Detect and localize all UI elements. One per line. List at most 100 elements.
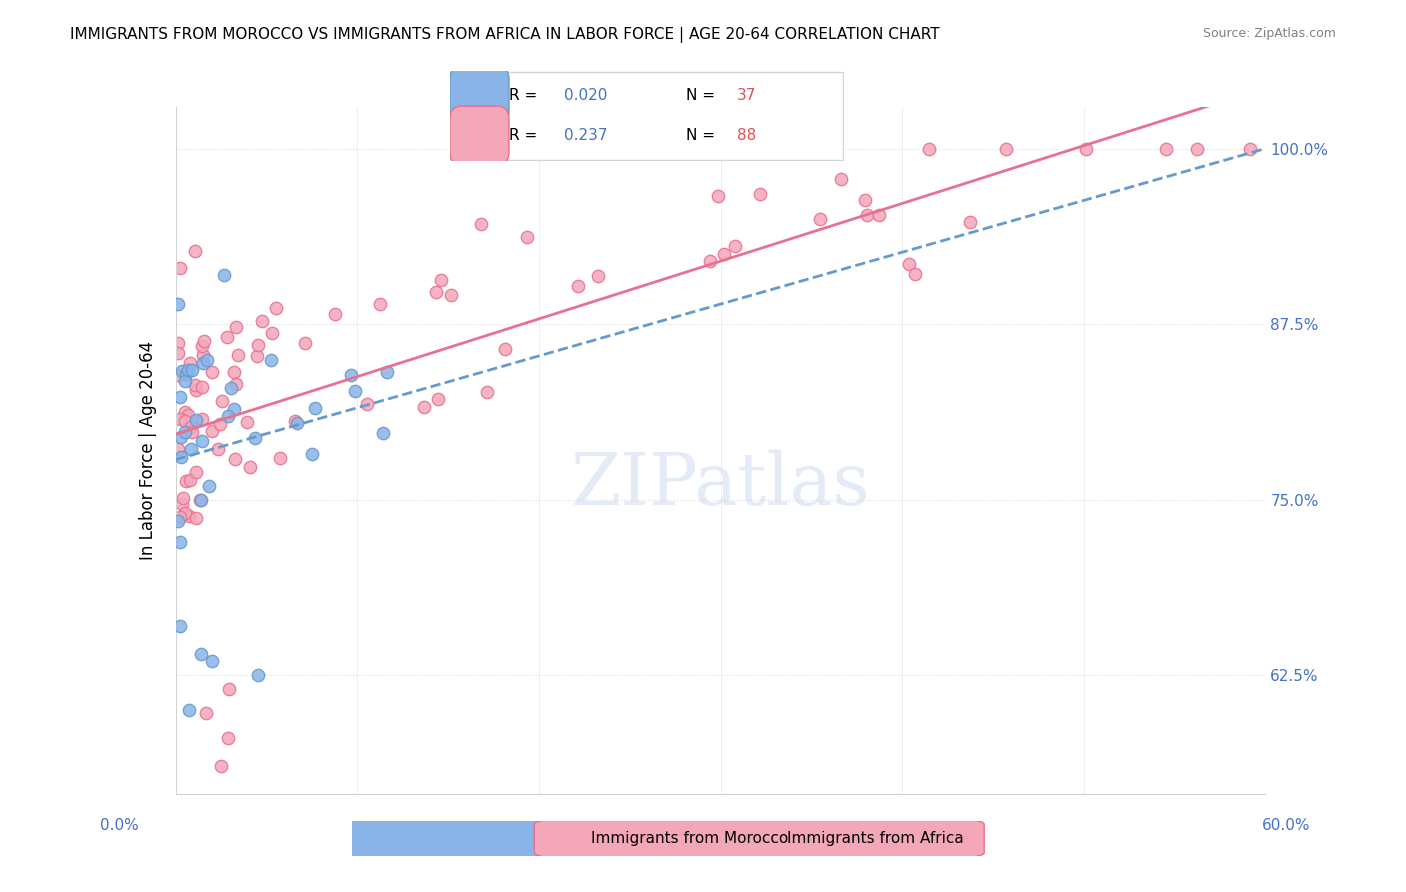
Point	[1154, 142, 1177, 156]
Point	[269, 451, 291, 466]
Point	[177, 408, 200, 422]
Point	[190, 380, 212, 394]
Point	[855, 194, 877, 208]
Point	[236, 416, 259, 430]
Point	[1239, 142, 1261, 156]
Point	[167, 368, 190, 382]
Point	[170, 430, 193, 444]
Point	[515, 230, 537, 244]
Point	[217, 409, 239, 423]
Point	[855, 208, 877, 222]
Point	[699, 254, 721, 268]
Point	[323, 306, 346, 320]
Point	[252, 314, 274, 328]
Point	[830, 172, 852, 186]
Point	[430, 273, 453, 287]
Point	[170, 450, 193, 464]
Point	[181, 425, 204, 440]
Point	[425, 285, 447, 299]
Point	[172, 363, 194, 377]
Point	[195, 353, 218, 368]
Point	[172, 491, 194, 506]
Point	[211, 393, 233, 408]
Text: Source: ZipAtlas.com: Source: ZipAtlas.com	[1202, 27, 1336, 40]
Point	[215, 330, 238, 344]
Point	[224, 451, 246, 466]
Point	[339, 368, 361, 382]
Point	[897, 257, 920, 271]
Text: Immigrants from Morocco: Immigrants from Morocco	[591, 831, 787, 846]
Point	[193, 334, 215, 348]
Text: N =: N =	[686, 88, 720, 103]
Point	[243, 431, 266, 445]
Text: 60.0%: 60.0%	[1263, 818, 1310, 832]
Point	[169, 390, 191, 404]
Point	[174, 474, 197, 488]
Point	[222, 401, 245, 416]
Point	[190, 492, 212, 507]
Text: N =: N =	[686, 128, 720, 143]
Point	[169, 534, 191, 549]
Point	[190, 492, 212, 507]
Point	[284, 414, 307, 428]
Point	[166, 345, 188, 359]
Point	[166, 442, 188, 457]
Point	[440, 288, 463, 302]
FancyBboxPatch shape	[450, 66, 509, 125]
Point	[190, 647, 212, 661]
Point	[194, 706, 217, 720]
Point	[222, 365, 245, 379]
FancyBboxPatch shape	[450, 106, 509, 165]
Point	[375, 365, 398, 379]
Point	[179, 509, 201, 524]
Point	[181, 363, 204, 377]
Point	[567, 279, 589, 293]
Point	[225, 320, 247, 334]
Point	[285, 416, 308, 430]
Point	[294, 335, 316, 350]
Point	[239, 459, 262, 474]
Point	[904, 267, 927, 281]
Point	[918, 142, 941, 156]
Text: R =: R =	[509, 88, 543, 103]
Point	[470, 217, 492, 231]
Text: R =: R =	[509, 128, 543, 143]
Text: 37: 37	[737, 88, 756, 103]
Point	[177, 703, 200, 717]
Point	[184, 511, 207, 525]
Point	[1185, 142, 1208, 156]
Text: Immigrants from Africa: Immigrants from Africa	[787, 831, 965, 846]
Point	[184, 413, 207, 427]
Point	[218, 681, 240, 696]
Point	[177, 363, 200, 377]
Point	[214, 268, 236, 283]
Text: 0.0%: 0.0%	[100, 818, 139, 832]
Point	[179, 356, 201, 370]
Point	[217, 731, 239, 745]
Point	[209, 759, 232, 773]
Point	[264, 301, 287, 315]
Point	[246, 337, 269, 351]
Point	[166, 297, 188, 311]
Point	[201, 365, 224, 379]
Point	[174, 374, 197, 388]
Point	[373, 425, 395, 440]
Point	[260, 352, 283, 367]
Text: 0.020: 0.020	[564, 88, 607, 103]
Text: ZIPatlas: ZIPatlas	[571, 450, 870, 520]
Point	[201, 654, 224, 668]
Point	[959, 215, 981, 229]
Point	[1076, 142, 1098, 156]
Point	[207, 442, 229, 456]
Point	[262, 326, 284, 341]
Point	[169, 260, 191, 275]
Text: 0.237: 0.237	[564, 128, 607, 143]
Point	[169, 509, 191, 524]
Point	[193, 356, 215, 370]
Point	[179, 473, 201, 487]
Point	[201, 424, 224, 438]
Point	[301, 447, 323, 461]
Point	[246, 667, 269, 681]
Point	[477, 384, 499, 399]
Point	[180, 420, 202, 434]
